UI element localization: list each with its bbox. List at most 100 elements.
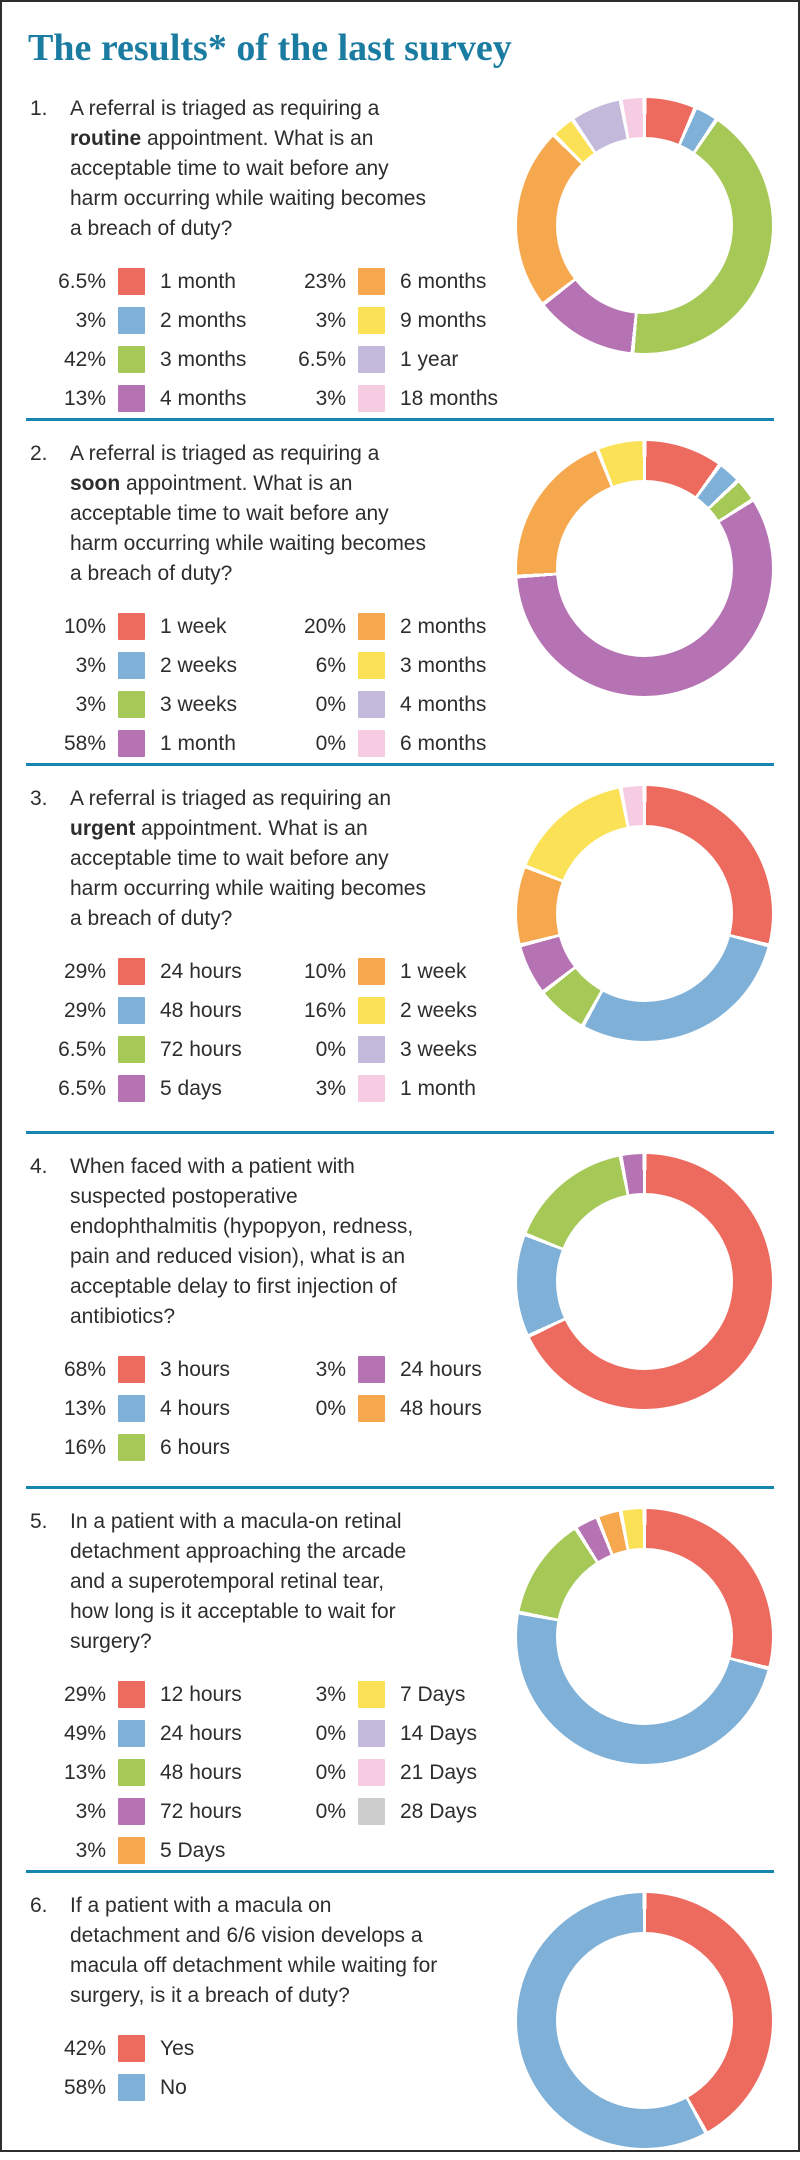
legend-label: 7 Days <box>400 1682 466 1706</box>
legend-column-right: 10% 1 week 16% 2 weeks 0% 3 weeks 3% 1 month <box>266 952 477 1108</box>
legend-label: 1 week <box>160 614 227 638</box>
question-text-before: A referral is triaged as requiring a <box>70 97 380 120</box>
question-text-before: A referral is triaged as requiring an <box>70 787 391 810</box>
survey-question-section-5: 5. In a patient with a macula-on retinal… <box>26 1486 774 1870</box>
legend-percentage: 58% <box>63 2075 106 2099</box>
question-text-row: 2. A referral is triaged as requiring a … <box>26 439 774 589</box>
legend-color-swatch <box>358 1395 385 1422</box>
legend-percentage: 3% <box>75 1838 106 1862</box>
legend-label: 2 weeks <box>160 653 238 677</box>
legend-item: 29% 48 hours <box>26 991 266 1030</box>
legend-color-swatch <box>358 958 385 985</box>
legend-label: No <box>160 2075 187 2099</box>
legend-percentage: 58% <box>63 731 106 755</box>
legend-label: 3 weeks <box>400 1037 478 1061</box>
legend-percentage: 0% <box>315 731 346 755</box>
donut-chart-hole <box>556 480 733 657</box>
legend-color-swatch <box>358 1720 385 1747</box>
legend-color-swatch <box>118 958 145 985</box>
legend-item: 10% 1 week <box>266 952 477 991</box>
donut-chart-hole <box>556 825 733 1002</box>
chart-legend: 42% Yes 58% No <box>26 2029 774 2107</box>
question-text-after: appointment. What is an acceptable time … <box>70 127 426 240</box>
legend-color-swatch <box>358 730 385 757</box>
donut-chart <box>517 1893 772 2148</box>
legend-percentage: 29% <box>63 998 106 1022</box>
legend-item: 6.5% 1 month <box>26 262 266 301</box>
legend-percentage: 6.5% <box>58 1037 106 1061</box>
chart-legend: 68% 3 hours 13% 4 hours 16% 6 hours 3% 24 hour… <box>26 1350 774 1467</box>
legend-percentage: 13% <box>63 1760 106 1784</box>
legend-label: 24 hours <box>160 959 242 983</box>
legend-percentage: 3% <box>75 1799 106 1823</box>
question-number: 4. <box>30 1155 48 1178</box>
legend-percentage: 13% <box>63 386 106 410</box>
legend-label: 1 month <box>400 1076 476 1100</box>
survey-question-section-3: 3. A referral is triaged as requiring an… <box>26 763 774 1131</box>
legend-color-swatch <box>118 2035 145 2062</box>
question-text: A referral is triaged as requiring a rou… <box>70 94 426 244</box>
chart-legend: 10% 1 week 3% 2 weeks 3% 3 weeks 58% 1 month 20… <box>26 607 774 763</box>
legend-percentage: 3% <box>315 308 346 332</box>
legend-item: 3% 18 months <box>266 379 498 418</box>
question-text-before: A referral is triaged as requiring a <box>70 442 380 465</box>
legend-color-swatch <box>118 1036 145 1063</box>
legend-color-swatch <box>118 652 145 679</box>
legend-color-swatch <box>118 268 145 295</box>
legend-percentage: 0% <box>315 1396 346 1420</box>
legend-color-swatch <box>358 1798 385 1825</box>
legend-percentage: 0% <box>315 1799 346 1823</box>
legend-color-swatch <box>358 1036 385 1063</box>
legend-percentage: 3% <box>75 653 106 677</box>
legend-color-swatch <box>118 346 145 373</box>
legend-item: 13% 48 hours <box>26 1753 266 1792</box>
legend-color-swatch <box>358 307 385 334</box>
question-number: 6. <box>30 1894 48 1917</box>
legend-color-swatch <box>118 730 145 757</box>
question-text-bold: soon <box>70 472 121 495</box>
legend-item: 6.5% 5 days <box>26 1069 266 1108</box>
legend-percentage: 3% <box>315 1076 346 1100</box>
legend-label: 3 months <box>400 653 487 677</box>
survey-question-section-1: 1. A referral is triaged as requiring a … <box>26 86 774 418</box>
legend-item: 0% 3 weeks <box>266 1030 477 1069</box>
legend-percentage: 3% <box>315 1682 346 1706</box>
question-text-row: 6. If a patient with a macula on detachm… <box>26 1891 774 2011</box>
legend-item: 58% 1 month <box>26 724 266 763</box>
legend-label: 72 hours <box>160 1799 242 1823</box>
legend-item: 0% 21 Days <box>266 1753 477 1792</box>
legend-item: 23% 6 months <box>266 262 498 301</box>
legend-percentage: 42% <box>63 2036 106 2060</box>
legend-item: 3% 72 hours <box>26 1792 266 1831</box>
question-text: A referral is triaged as requiring an ur… <box>70 784 426 934</box>
legend-color-swatch <box>358 268 385 295</box>
legend-label: 6 months <box>400 731 487 755</box>
legend-column-left: 10% 1 week 3% 2 weeks 3% 3 weeks 58% 1 month <box>26 607 266 763</box>
donut-chart <box>517 786 772 1041</box>
legend-color-swatch <box>358 385 385 412</box>
legend-label: 24 hours <box>160 1721 242 1745</box>
legend-percentage: 68% <box>63 1357 106 1381</box>
question-text-row: 3. A referral is triaged as requiring an… <box>26 784 774 934</box>
question-text-row: 5. In a patient with a macula-on retinal… <box>26 1507 774 1657</box>
question-text: A referral is triaged as requiring a soo… <box>70 439 426 589</box>
legend-color-swatch <box>358 652 385 679</box>
donut-chart <box>517 1154 772 1409</box>
donut-chart-hole <box>556 1193 733 1370</box>
legend-item: 29% 24 hours <box>26 952 266 991</box>
legend-percentage: 16% <box>303 998 346 1022</box>
question-text: If a patient with a macula on detachment… <box>70 1891 442 2011</box>
legend-color-swatch <box>118 1075 145 1102</box>
legend-color-swatch <box>358 691 385 718</box>
legend-item: 6.5% 72 hours <box>26 1030 266 1069</box>
legend-color-swatch <box>358 1075 385 1102</box>
legend-column-left: 6.5% 1 month 3% 2 months 42% 3 months 13% 4 mon… <box>26 262 266 418</box>
legend-label: 5 Days <box>160 1838 226 1862</box>
legend-percentage: 29% <box>63 959 106 983</box>
legend-color-swatch <box>118 613 145 640</box>
legend-label: 1 year <box>400 347 459 371</box>
legend-item: 0% 4 months <box>266 685 486 724</box>
legend-column-right: 3% 24 hours 0% 48 hours <box>266 1350 482 1467</box>
legend-percentage: 42% <box>63 347 106 371</box>
question-text-before: If a patient with a macula on detachment… <box>70 1894 438 2007</box>
